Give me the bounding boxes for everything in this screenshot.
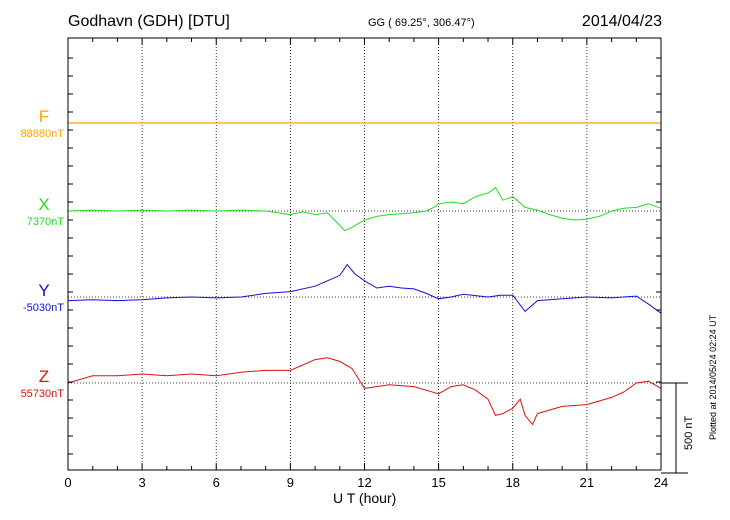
station-coordinates: GG ( 69.25°, 306.47°) — [368, 17, 475, 29]
x-tick-label: 21 — [580, 475, 594, 490]
scale-bar-label: 500 nT — [683, 415, 695, 450]
series-y-baseline-value: -5030nT — [23, 302, 64, 314]
plot-date: 2014/04/23 — [581, 13, 662, 30]
series-y-line — [67, 263, 662, 314]
x-tick-label: 12 — [357, 475, 371, 490]
series-z-baseline-value: 55730nT — [20, 388, 64, 400]
x-tick-label: 3 — [139, 475, 146, 490]
x-tick-label: 18 — [506, 475, 520, 490]
series-z-line — [67, 357, 662, 426]
grid-lines — [68, 38, 661, 470]
x-tick-label: 0 — [64, 475, 71, 490]
plot-frame: 0 3 6 9 12 15 18 21 24 500 nT — [64, 37, 695, 490]
plotted-timestamp: Plotted at 2014/05/24 02:24 UT — [708, 314, 718, 440]
x-tick-label: 9 — [287, 475, 294, 490]
x-tick-label: 24 — [654, 475, 668, 490]
series-lines — [67, 122, 662, 426]
series-f-label: F — [38, 107, 50, 126]
series-x-line — [67, 186, 662, 232]
series-f-baseline-value: 88880nT — [20, 128, 64, 140]
x-axis-label: U T (hour) — [333, 490, 397, 506]
series-z-label: Z — [38, 367, 50, 386]
station-title: Godhavn (GDH) [DTU] — [68, 13, 230, 30]
series-x-label: X — [38, 195, 50, 214]
series-x-baseline-value: 7370nT — [26, 216, 64, 228]
x-tick-label: 6 — [213, 475, 220, 490]
x-tick-label: 15 — [431, 475, 445, 490]
series-y-label: Y — [38, 281, 50, 300]
